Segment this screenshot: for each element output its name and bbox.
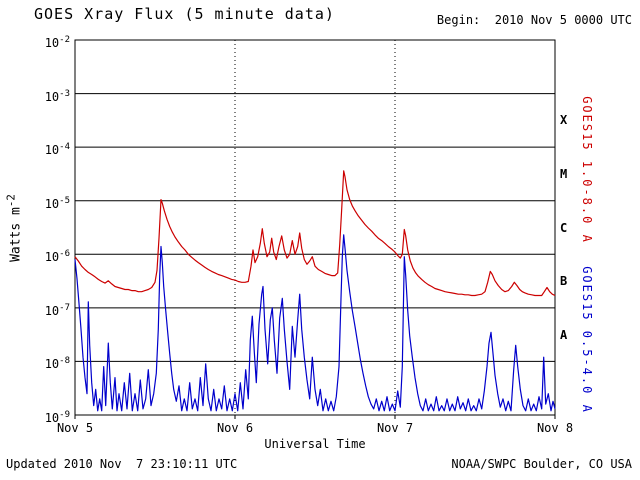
short-channel-flux-line — [74, 234, 556, 412]
y-axis-label-text: Watts m — [8, 207, 24, 262]
data-source-label: NOAA/SWPC Boulder, CO USA — [451, 457, 632, 471]
begin-time-label: Begin: 2010 Nov 5 0000 UTC — [436, 13, 632, 27]
x-axis-label: Universal Time — [264, 437, 366, 451]
goes-short-channel-label: GOES15 0.5-4.0 A — [580, 266, 594, 414]
long-channel-flux-line — [74, 170, 556, 297]
page-title: GOES Xray Flux (5 minute data) — [34, 5, 335, 23]
y-axis-label-exponent: -2 — [4, 194, 18, 208]
y-axis-label: Watts m-2 — [4, 194, 23, 262]
goes-long-channel-label: GOES15 1.0-8.0 A — [580, 96, 594, 244]
updated-timestamp-label: Updated 2010 Nov 7 23:10:11 UTC — [6, 457, 238, 471]
plot-frame — [74, 39, 556, 416]
